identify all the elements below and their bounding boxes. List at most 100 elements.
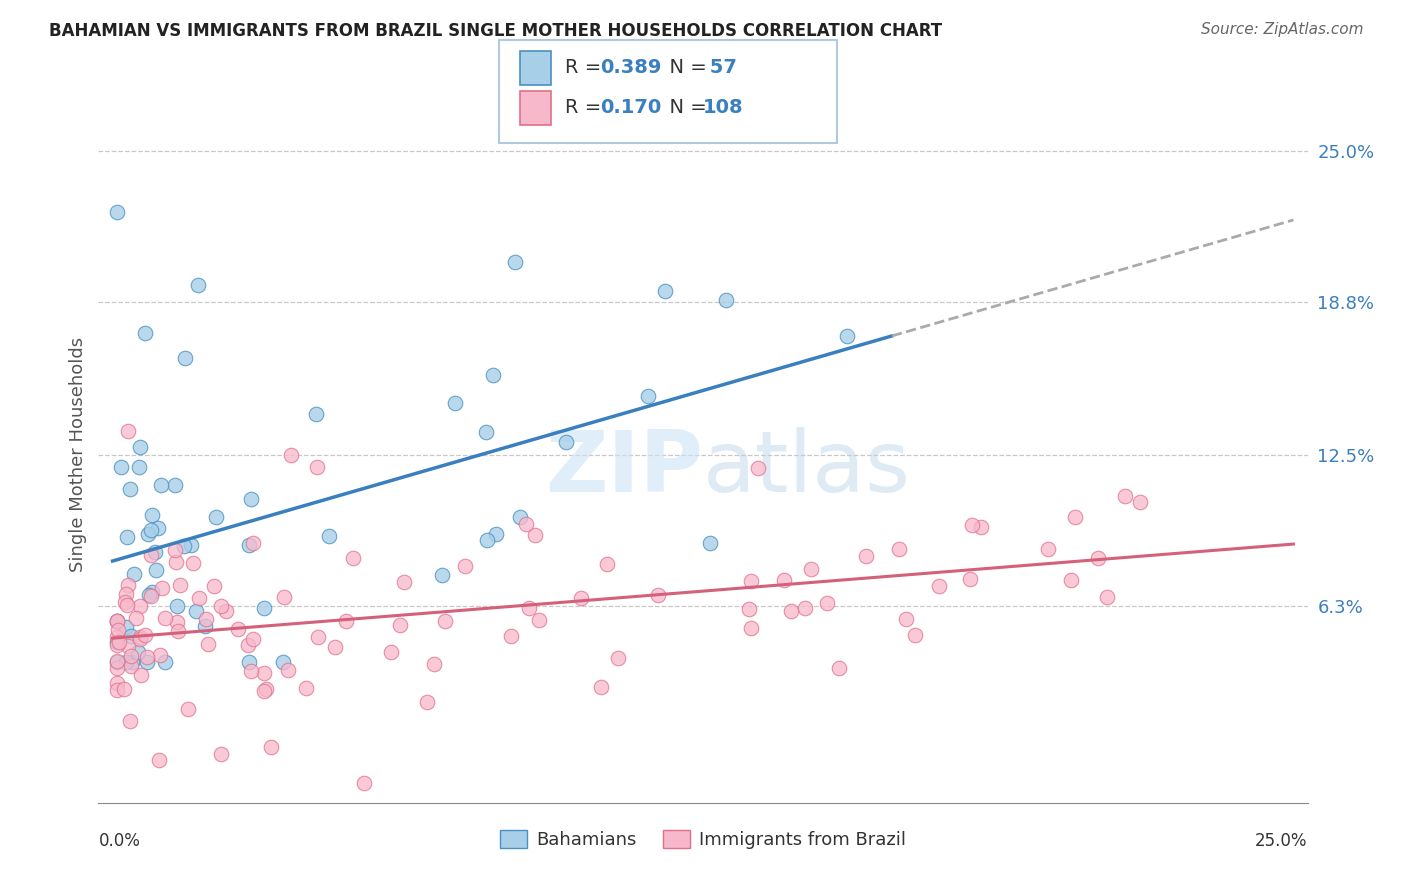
Point (596, 558, 619, 572)
Point (392, 575, 415, 590)
Point (388, 617, 411, 632)
Point (204, 510, 226, 524)
Text: N =: N = (657, 58, 713, 78)
Legend: Bahamians, Immigrants from Brazil: Bahamians, Immigrants from Brazil (492, 823, 914, 856)
Point (529, 613, 551, 627)
Point (226, 622, 249, 636)
Point (143, 545, 166, 559)
Point (105, 638, 128, 652)
Point (380, 645, 402, 659)
Point (509, 510, 531, 524)
Point (127, 645, 149, 659)
Point (166, 624, 188, 639)
Text: ZIP: ZIP (546, 427, 703, 510)
Point (209, 747, 232, 761)
Point (165, 543, 187, 558)
Point (589, 680, 612, 694)
Point (194, 618, 217, 632)
Point (128, 599, 150, 613)
Point (188, 591, 211, 606)
Point (443, 396, 465, 410)
Point (238, 538, 260, 552)
Text: 0.389: 0.389 (600, 58, 662, 78)
Point (555, 434, 578, 449)
Point (125, 611, 148, 625)
Point (139, 524, 162, 538)
Point (904, 627, 927, 641)
Point (105, 614, 128, 628)
Point (114, 620, 136, 634)
Point (149, 478, 172, 492)
Point (423, 657, 446, 671)
Text: N =: N = (657, 98, 713, 118)
Point (887, 541, 910, 556)
Text: Source: ZipAtlas.com: Source: ZipAtlas.com (1201, 22, 1364, 37)
Point (242, 632, 264, 646)
Point (740, 574, 762, 589)
Point (773, 574, 796, 588)
Point (215, 604, 238, 618)
Point (254, 681, 277, 696)
Point (294, 681, 316, 696)
Point (197, 637, 219, 651)
Point (105, 204, 128, 219)
Point (714, 293, 737, 307)
Point (1060, 574, 1083, 588)
Text: 108: 108 (703, 98, 744, 118)
Point (515, 517, 537, 532)
Point (180, 538, 202, 552)
Point (252, 665, 274, 680)
Point (524, 528, 547, 542)
Point (105, 635, 128, 649)
Point (122, 567, 145, 582)
Point (740, 621, 762, 635)
Point (835, 329, 858, 343)
Point (165, 555, 187, 569)
Point (153, 611, 176, 625)
Point (747, 461, 769, 475)
Point (342, 551, 364, 566)
Point (117, 424, 139, 438)
Point (105, 615, 128, 629)
Point (894, 612, 917, 626)
Point (134, 628, 156, 642)
Point (166, 599, 188, 614)
Point (128, 460, 150, 475)
Point (430, 568, 453, 582)
Point (177, 701, 200, 715)
Point (253, 684, 276, 698)
Point (304, 407, 326, 421)
Point (307, 631, 329, 645)
Point (120, 658, 142, 673)
Point (335, 614, 357, 628)
Text: BAHAMIAN VS IMMIGRANTS FROM BRAZIL SINGLE MOTHER HOUSEHOLDS CORRELATION CHART: BAHAMIAN VS IMMIGRANTS FROM BRAZIL SINGL… (49, 22, 942, 40)
Point (1129, 495, 1152, 509)
Point (928, 579, 950, 593)
Text: 57: 57 (703, 58, 737, 78)
Point (194, 612, 217, 626)
Point (169, 578, 191, 592)
Point (105, 615, 128, 629)
Point (318, 528, 340, 542)
Point (117, 599, 139, 613)
Point (1036, 541, 1059, 556)
Point (184, 604, 207, 618)
Text: 0.0%: 0.0% (98, 832, 141, 850)
Point (138, 588, 160, 602)
Point (174, 351, 197, 365)
Point (107, 623, 129, 637)
Point (173, 539, 195, 553)
Point (150, 581, 173, 595)
Point (569, 591, 592, 606)
Point (117, 530, 139, 544)
Y-axis label: Single Mother Households: Single Mother Households (69, 337, 87, 573)
Point (793, 601, 815, 615)
Point (129, 632, 152, 646)
Point (607, 650, 630, 665)
Point (166, 615, 188, 630)
Point (149, 648, 172, 663)
Point (105, 661, 128, 675)
Point (277, 663, 299, 677)
Point (434, 615, 457, 629)
Point (959, 572, 981, 586)
